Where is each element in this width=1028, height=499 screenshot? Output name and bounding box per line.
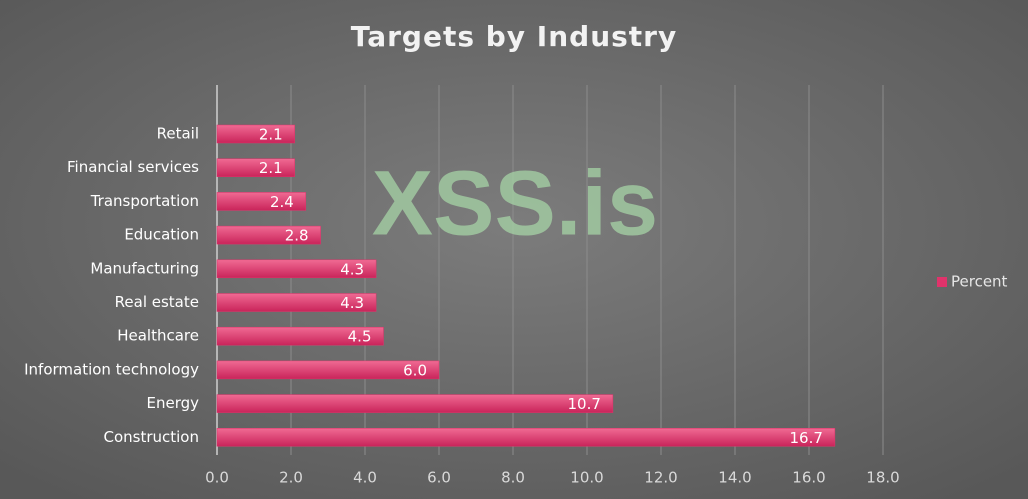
bar xyxy=(216,158,295,177)
data-label: 2.1 xyxy=(259,126,283,144)
y-tick-label: Transportation xyxy=(90,192,199,210)
bar xyxy=(216,225,321,245)
data-label: 16.7 xyxy=(789,429,822,447)
y-tick-label: Financial services xyxy=(67,158,199,176)
bar xyxy=(216,326,384,346)
y-tick-label: Manufacturing xyxy=(90,259,199,277)
x-tick-label: 12.0 xyxy=(644,469,677,487)
bar xyxy=(216,124,295,144)
bar xyxy=(216,293,377,312)
bar xyxy=(216,259,377,279)
bar xyxy=(216,192,307,211)
data-label: 4.3 xyxy=(340,294,364,312)
y-tick-label: Retail xyxy=(157,125,199,143)
data-label: 10.7 xyxy=(567,395,600,413)
legend-label: Percent xyxy=(951,273,1008,291)
x-tick-label: 16.0 xyxy=(792,469,825,487)
x-tick-label: 0.0 xyxy=(205,469,229,487)
x-tick-label: 14.0 xyxy=(718,469,751,487)
x-tick-label: 6.0 xyxy=(427,469,451,487)
y-tick-label: Real estate xyxy=(115,293,199,311)
data-label: 2.8 xyxy=(285,227,309,245)
y-tick-label: Information technology xyxy=(24,360,199,378)
bar xyxy=(216,394,614,413)
data-label: 4.3 xyxy=(340,260,364,278)
bar xyxy=(216,428,836,447)
y-tick-label: Education xyxy=(124,226,199,244)
x-tick-label: 4.0 xyxy=(353,469,377,487)
y-tick-label: Healthcare xyxy=(117,327,199,345)
x-tick-label: 8.0 xyxy=(501,469,525,487)
bar xyxy=(216,360,440,380)
data-label: 6.0 xyxy=(403,361,427,379)
data-label: 2.4 xyxy=(270,193,294,211)
data-label: 2.1 xyxy=(259,159,283,177)
legend-swatch xyxy=(937,277,947,287)
chart-title: Targets by Industry xyxy=(351,20,678,53)
x-tick-label: 2.0 xyxy=(279,469,303,487)
y-tick-label: Energy xyxy=(146,394,199,412)
x-tick-label: 18.0 xyxy=(866,469,899,487)
x-tick-label: 10.0 xyxy=(570,469,603,487)
watermark: XSS.is xyxy=(372,152,658,254)
y-tick-label: Construction xyxy=(103,428,199,446)
data-label: 4.5 xyxy=(348,328,372,346)
